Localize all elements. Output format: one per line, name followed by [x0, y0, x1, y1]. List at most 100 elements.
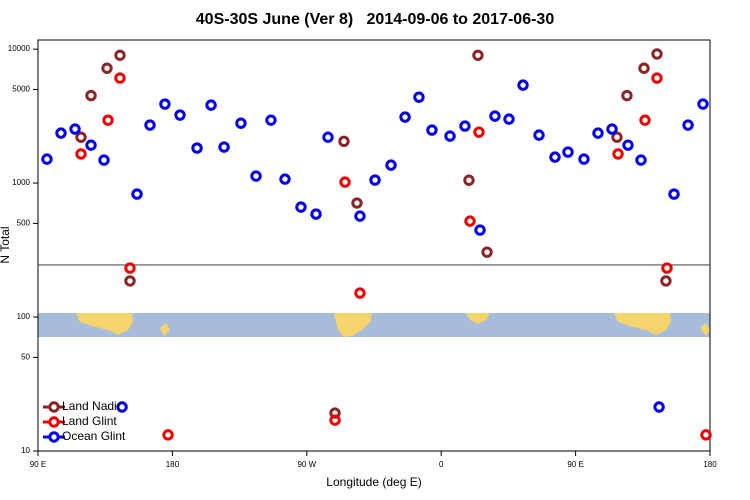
x-axis-label: Longitude (deg E) [326, 475, 421, 489]
point [114, 72, 126, 84]
point [611, 131, 623, 143]
legend-label: Land Glint [62, 414, 117, 428]
point [385, 159, 397, 171]
point [660, 275, 672, 287]
y-axis-label: N Total [0, 226, 12, 263]
point [472, 49, 484, 61]
y-tick-label: 10 [21, 446, 30, 455]
point [144, 119, 156, 131]
point [250, 170, 262, 182]
point [533, 129, 545, 141]
point [489, 110, 501, 122]
point [75, 148, 87, 160]
point [697, 98, 709, 110]
point [549, 151, 561, 163]
point [124, 262, 136, 274]
point [102, 114, 114, 126]
point [235, 117, 247, 129]
x-tick-label: 180 [703, 460, 717, 469]
point [622, 139, 634, 151]
point [463, 174, 475, 186]
point [295, 201, 307, 213]
point [205, 99, 217, 111]
point [369, 174, 381, 186]
point [481, 246, 493, 258]
point [98, 154, 110, 166]
point [651, 72, 663, 84]
point [473, 126, 485, 138]
point [354, 210, 366, 222]
point [444, 130, 456, 142]
point [329, 414, 341, 426]
y-tick-label: 10000 [8, 44, 31, 53]
legend-label: Land Nadir [62, 399, 121, 413]
point [661, 262, 673, 274]
legend-marker [48, 401, 60, 413]
point [55, 127, 67, 139]
point [85, 89, 97, 102]
point [474, 224, 486, 236]
point [191, 142, 203, 154]
point [459, 120, 471, 132]
point [75, 131, 87, 143]
x-tick-label: 0 [439, 460, 444, 469]
y-tick-label: 500 [17, 219, 31, 228]
point [124, 275, 136, 287]
point [114, 49, 126, 61]
point [668, 188, 680, 200]
point [651, 48, 663, 60]
point [503, 113, 515, 125]
point [310, 208, 322, 220]
x-tick-label: 90 W [297, 460, 316, 469]
point [399, 111, 411, 123]
x-tick-label: 90 E [30, 460, 46, 469]
point [174, 109, 186, 121]
point [338, 135, 350, 148]
legend-marker [48, 431, 60, 443]
x-tick-label: 90 E [567, 460, 583, 469]
point [606, 123, 618, 135]
y-tick-label: 5000 [12, 85, 30, 94]
point [464, 215, 476, 227]
plot-frame [37, 39, 711, 452]
point [131, 188, 143, 200]
x-tick-label: 180 [166, 460, 180, 469]
point [101, 62, 113, 74]
y-tick-label: 50 [21, 352, 30, 361]
point [612, 148, 624, 160]
point [265, 114, 277, 126]
point [682, 119, 694, 131]
point [653, 401, 665, 413]
point [426, 124, 438, 136]
point [69, 123, 81, 135]
point [638, 62, 650, 74]
legend-label: Ocean Glint [62, 429, 126, 443]
point [41, 153, 53, 165]
point [700, 429, 712, 441]
y-tick-label: 100 [17, 312, 31, 321]
point [218, 141, 230, 153]
point [639, 114, 651, 126]
point [159, 98, 171, 110]
point [279, 173, 291, 185]
point [322, 131, 334, 143]
point [621, 89, 633, 102]
map-strip [38, 313, 710, 337]
point [635, 154, 647, 166]
point [162, 429, 174, 441]
point [354, 287, 366, 299]
y-tick-label: 1000 [12, 178, 30, 187]
point [562, 146, 574, 158]
point [339, 176, 351, 188]
legend-marker [48, 416, 60, 428]
point [351, 197, 363, 209]
point [413, 91, 425, 103]
point [517, 79, 529, 91]
point [116, 401, 128, 413]
point [85, 139, 97, 151]
point [592, 127, 604, 139]
point [578, 153, 590, 165]
chart-title: 40S-30S June (Ver 8) 2014-09-06 to 2017-… [196, 11, 555, 28]
